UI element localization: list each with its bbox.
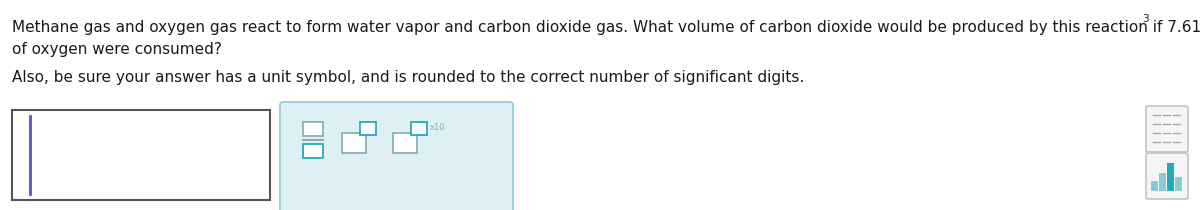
FancyBboxPatch shape <box>1146 153 1188 199</box>
Bar <box>1166 163 1174 191</box>
Bar <box>360 122 376 135</box>
Text: of oxygen were consumed?: of oxygen were consumed? <box>12 42 222 57</box>
Bar <box>1175 177 1182 191</box>
Bar <box>1159 173 1166 191</box>
Bar <box>1151 181 1158 191</box>
Bar <box>302 144 323 158</box>
Text: Also, be sure your answer has a unit symbol, and is rounded to the correct numbe: Also, be sure your answer has a unit sym… <box>12 70 804 85</box>
FancyBboxPatch shape <box>280 102 514 210</box>
Bar <box>410 122 427 135</box>
Bar <box>342 133 366 153</box>
Text: 3: 3 <box>1142 14 1148 24</box>
Bar <box>12 110 270 200</box>
FancyBboxPatch shape <box>1146 106 1188 152</box>
Text: Methane gas and oxygen gas react to form water vapor and carbon dioxide gas. Wha: Methane gas and oxygen gas react to form… <box>12 20 1200 35</box>
Bar <box>302 122 323 136</box>
Bar <box>394 133 418 153</box>
Text: x10: x10 <box>430 123 445 133</box>
